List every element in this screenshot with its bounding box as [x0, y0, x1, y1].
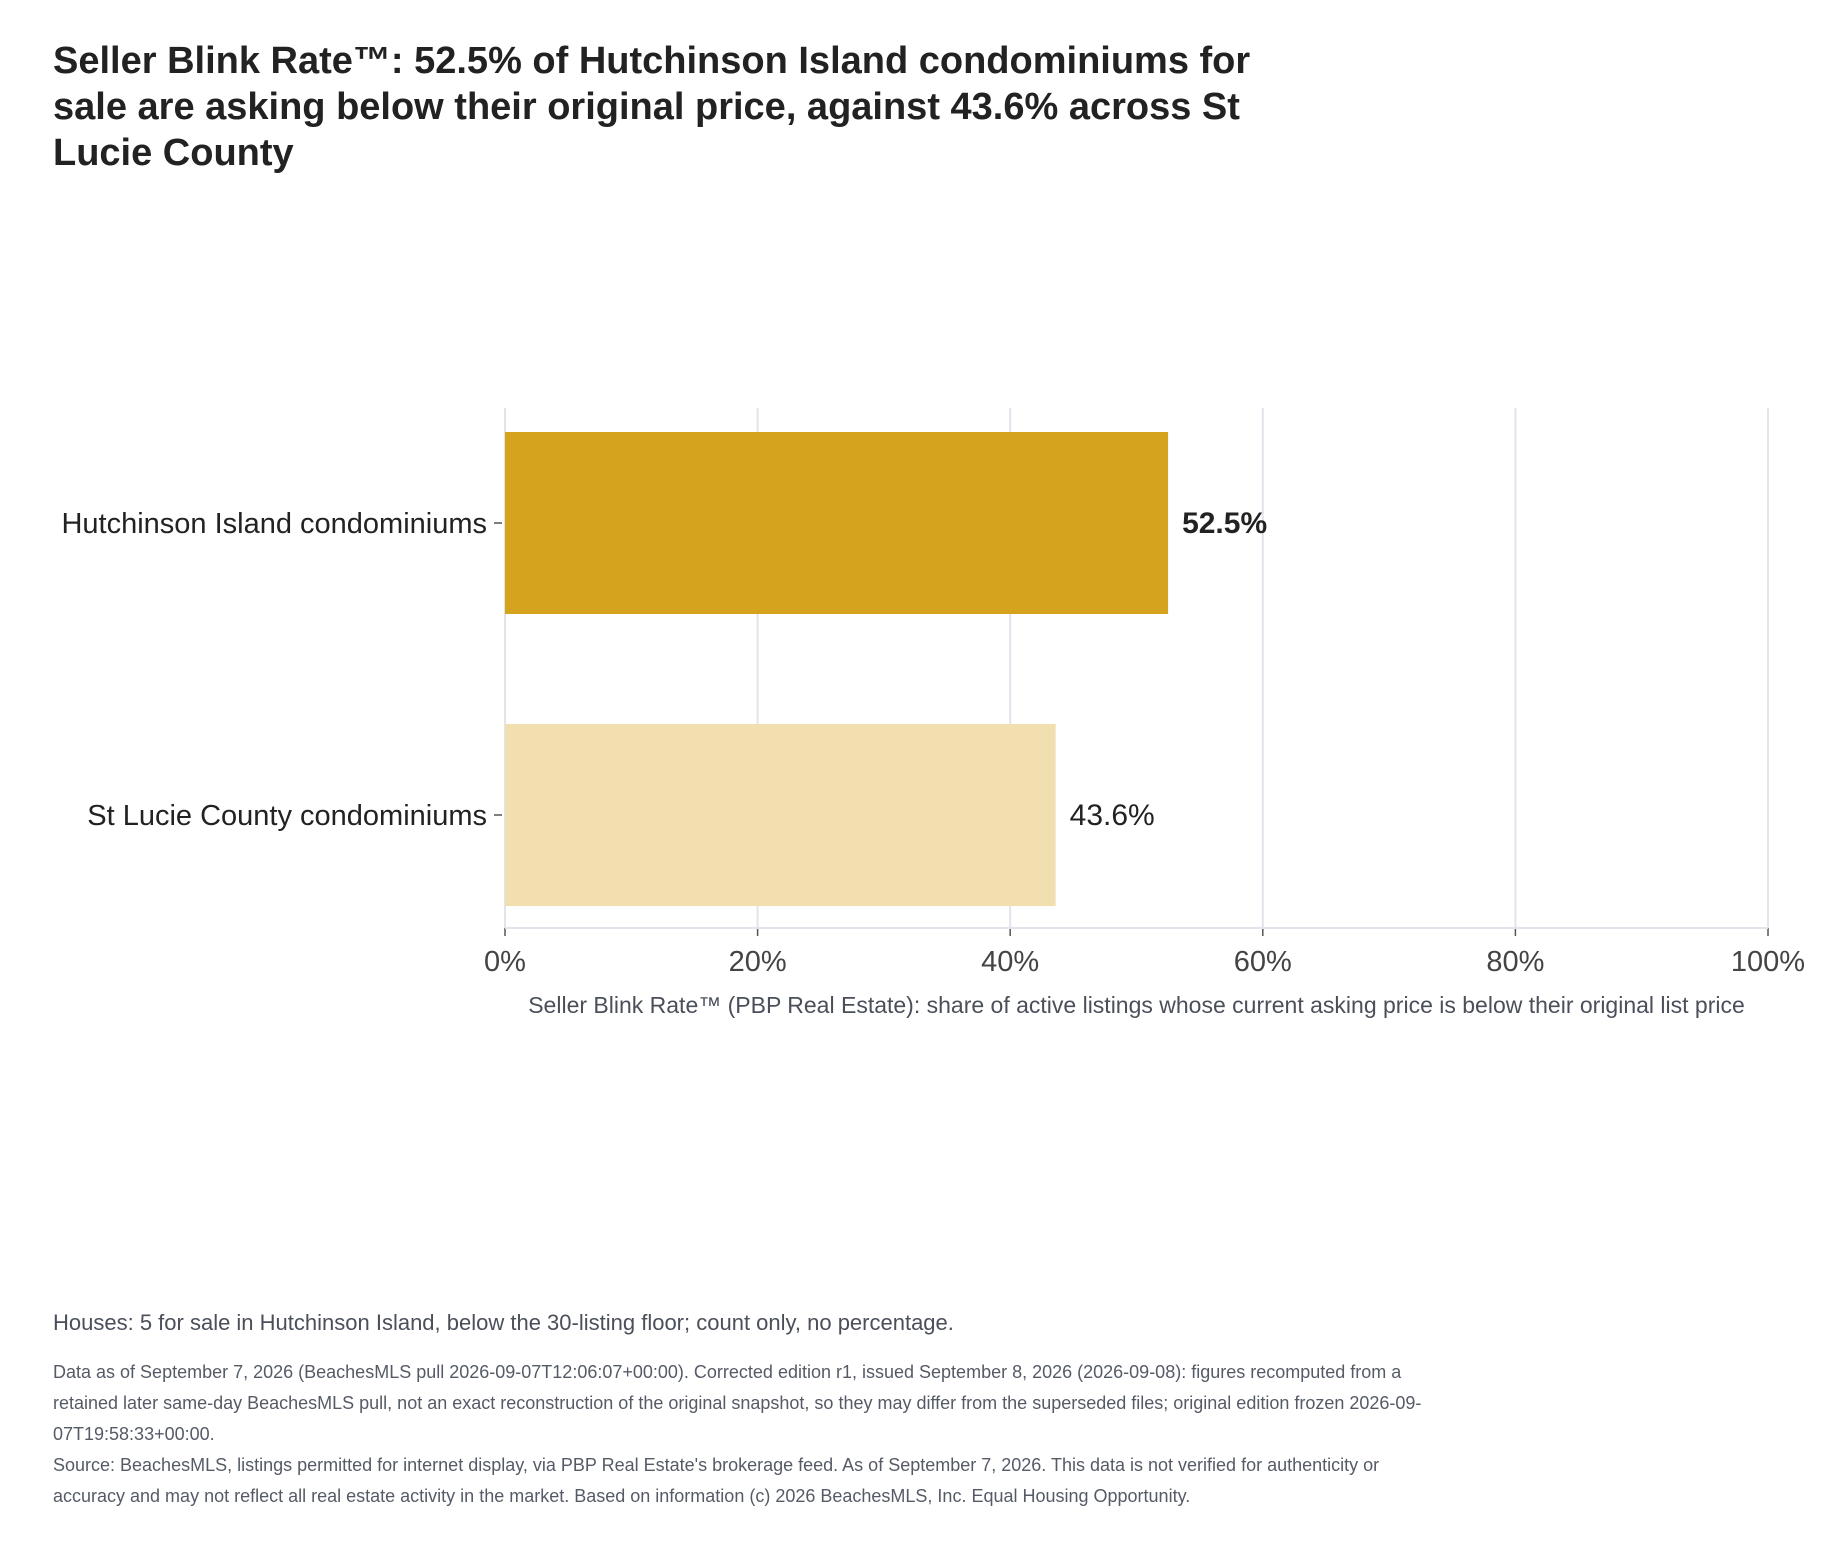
x-axis-title: Seller Blink Rate™ (PBP Real Estate): sh…: [528, 992, 1745, 1018]
x-tick-label: 20%: [729, 946, 787, 978]
x-tick-label: 80%: [1486, 946, 1544, 978]
chart-title: Seller Blink Rate™: 52.5% of Hutchinson …: [53, 40, 1251, 174]
value-labels: 52.5% 43.6%: [1070, 507, 1267, 832]
edition-note: Data as of September 7, 2026 (BeachesMLS…: [53, 1362, 1422, 1444]
category-label: Hutchinson Island condominiums: [61, 508, 487, 540]
source-note: Source: BeachesMLS, listings permitted f…: [53, 1455, 1380, 1506]
bar-hutchinson-island: [505, 432, 1169, 614]
bar-st-lucie-county: [505, 724, 1056, 906]
x-tick-label: 100%: [1731, 946, 1805, 978]
category-labels: Hutchinson Island condominiums St Lucie C…: [61, 508, 502, 832]
bar-chart: 0% 20% 40% 60% 80% 100% Seller Blink Rate™ (PB…: [61, 408, 1805, 1018]
value-label: 43.6%: [1070, 799, 1155, 832]
bars: [505, 432, 1169, 906]
x-tick-label: 40%: [981, 946, 1039, 978]
value-label: 52.5%: [1182, 507, 1267, 540]
footer: Data as of September 7, 2026 (BeachesMLS…: [53, 1357, 1423, 1512]
category-label: St Lucie County condominiums: [87, 800, 487, 832]
x-tick-label: 60%: [1234, 946, 1292, 978]
houses-note: Houses: 5 for sale in Hutchinson Island,…: [53, 1310, 954, 1335]
x-tick-label: 0%: [484, 946, 526, 978]
x-axis: 0% 20% 40% 60% 80% 100% Seller Blink Rate™ (PB…: [484, 927, 1805, 1018]
